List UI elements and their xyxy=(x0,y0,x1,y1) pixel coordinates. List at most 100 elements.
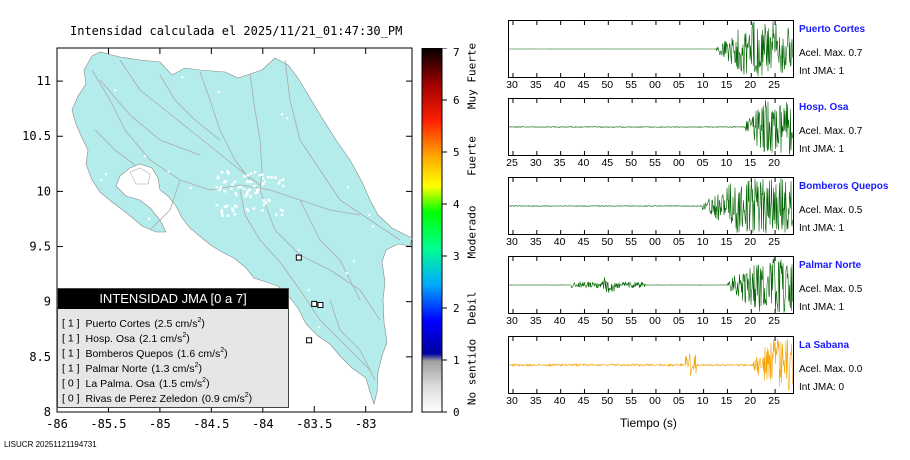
city-dot xyxy=(279,208,283,212)
city-dot xyxy=(261,209,264,212)
colorbar-band-label: Fuerte xyxy=(465,136,479,176)
wave-tick-label: 45 xyxy=(577,236,590,248)
legend-close-paren: ) xyxy=(186,332,190,345)
legend-header: INTENSIDAD JMA [0 a 7] xyxy=(58,289,288,309)
city-dot xyxy=(221,214,224,218)
wave-tick-label: 45 xyxy=(601,157,614,169)
wave-tick-label: 50 xyxy=(625,157,637,169)
city-dot xyxy=(346,186,349,189)
station-marker xyxy=(317,302,324,309)
city-dot xyxy=(274,176,277,180)
station-marker xyxy=(311,300,318,307)
x-tick-label: -85.5 xyxy=(90,417,126,431)
city-dot xyxy=(352,259,355,262)
city-dot xyxy=(215,186,218,189)
wave-tick-label: 05 xyxy=(672,395,685,407)
waveform-svg xyxy=(509,21,793,77)
city-dots xyxy=(98,76,375,350)
city-dot xyxy=(246,209,250,212)
x-tick-label: -86 xyxy=(46,417,68,431)
waveform-svg xyxy=(509,99,793,155)
wave-tick-label: 50 xyxy=(601,395,614,407)
colorbar-band-label: Debil xyxy=(465,291,479,325)
station-name: La Sabana xyxy=(799,340,850,351)
station-name: Puerto Cortes xyxy=(799,24,866,35)
city-dot xyxy=(218,188,221,192)
page-title: Intensidad calculada el 2025/11/21_01:47… xyxy=(70,24,403,38)
x-tick-label: -84.5 xyxy=(193,417,229,431)
city-dot xyxy=(230,187,233,191)
station-int-jma: Int JMA: 1 xyxy=(799,144,845,155)
city-dot xyxy=(286,117,289,120)
city-dot xyxy=(245,192,249,195)
bay-shape xyxy=(129,167,151,185)
wave-tick-label: 05 xyxy=(672,236,685,248)
city-dot xyxy=(223,189,226,193)
colorbar-band-label: No sentido xyxy=(465,338,479,406)
station-acel: Acel. Max. 0.0 xyxy=(799,364,863,375)
city-dot xyxy=(143,254,146,257)
city-dot xyxy=(249,172,253,175)
wave-tick-label: 45 xyxy=(577,395,590,407)
city-dot xyxy=(248,188,251,192)
city-dot xyxy=(261,173,264,176)
city-dot xyxy=(262,177,265,180)
city-dot xyxy=(148,217,151,220)
wave-tick-label: 55 xyxy=(625,395,637,407)
city-dot xyxy=(217,91,220,94)
y-tick-label: 10.5 xyxy=(22,129,51,143)
wave-tick-label: 20 xyxy=(744,236,757,248)
city-dot xyxy=(263,180,266,183)
city-dot xyxy=(246,180,249,183)
legend-station: Bomberos Quepos xyxy=(85,347,174,360)
city-dot xyxy=(223,205,227,209)
wave-tick-label: 55 xyxy=(625,79,637,91)
legend-level: [ 0 ] xyxy=(62,392,80,405)
city-dot xyxy=(267,175,270,179)
legend-value: (1.5 cm/s xyxy=(158,377,203,390)
colorbar-tick-label: 1 xyxy=(453,354,460,367)
legend-value: (2.5 cm/s xyxy=(154,317,198,330)
x-tick-label: -83 xyxy=(355,417,377,431)
city-dot xyxy=(157,277,160,280)
wave-tick-label: 50 xyxy=(601,79,614,91)
city-dot xyxy=(264,201,267,204)
intensity-colorbar: 0 1 2 3 4 5 6 7 xyxy=(421,48,460,418)
city-dot xyxy=(224,180,228,183)
legend-value: (2.1 cm/s xyxy=(139,332,183,345)
road-network xyxy=(91,59,401,381)
colorbar-tick-label: 6 xyxy=(453,94,460,107)
city-dot xyxy=(345,272,348,275)
wave-tick-label: 00 xyxy=(649,315,661,327)
city-dot xyxy=(105,173,108,176)
city-dot xyxy=(215,204,219,207)
legend-value-sup: 2 xyxy=(202,377,207,384)
wave-tick-label: 45 xyxy=(577,315,590,327)
y-tick-label: 9.5 xyxy=(29,240,51,254)
station-markers xyxy=(295,254,324,344)
city-dot xyxy=(246,189,250,193)
legend-value: (1.6 cm/s xyxy=(177,347,221,360)
station-int-jma: Int JMA: 1 xyxy=(799,223,845,234)
city-dot xyxy=(226,214,230,217)
wave-tick-label: 35 xyxy=(529,79,542,91)
colorbar-ticks: 0 1 2 3 4 5 6 7 xyxy=(442,48,460,418)
city-dot xyxy=(281,209,284,212)
legend-row: [ 0 ] La Palma. Osa (1.5 cm/s2) xyxy=(58,373,288,390)
legend-value-sup: 2 xyxy=(197,317,202,324)
legend-close-paren: ) xyxy=(206,377,210,390)
waveform-svg xyxy=(509,257,793,313)
city-dot xyxy=(275,213,278,217)
waveform-trace xyxy=(509,178,793,234)
city-dot xyxy=(225,204,229,208)
city-dot xyxy=(219,186,222,189)
colorbar-gradient xyxy=(421,48,443,413)
waveform-panel xyxy=(508,98,794,156)
city-dot xyxy=(231,183,234,186)
wave-tick-label: 35 xyxy=(529,395,542,407)
legend-level: [ 0 ] xyxy=(62,377,80,390)
colorbar-band-label: Muy Fuerte xyxy=(465,42,479,110)
wave-tick-label: 15 xyxy=(720,395,733,407)
city-dot xyxy=(245,207,249,211)
city-dot xyxy=(234,191,238,195)
